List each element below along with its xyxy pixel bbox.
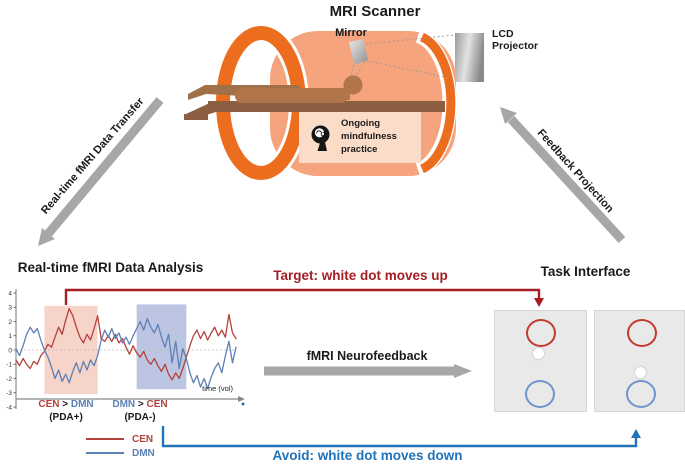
mirror-icon <box>349 39 368 65</box>
cond1-a: CEN <box>38 399 60 410</box>
condition-pda-minus: DMN > CEN (PDA-) <box>98 399 182 424</box>
lcd-projector-icon <box>455 33 484 82</box>
mri-scanner-title: MRI Scanner <box>329 3 421 20</box>
avoid-circle <box>525 380 555 408</box>
svg-text:-1: -1 <box>6 362 12 369</box>
legend-label-cen: CEN <box>132 433 154 445</box>
cond2-sub: (PDA-) <box>124 411 156 423</box>
legend-label-dmn: DMN <box>132 447 155 459</box>
scanner-rim <box>419 32 456 174</box>
cond2-a: DMN <box>112 399 136 410</box>
cond1-b: DMN <box>70 399 94 410</box>
cen-line-swatch <box>86 438 124 440</box>
neurofeedback-arrow <box>264 364 472 378</box>
avoid-circle <box>626 380 656 408</box>
mindfulness-practice-label: Ongoing mindfulness practice <box>341 118 397 155</box>
patient-figure <box>188 75 363 103</box>
svg-text:2: 2 <box>8 319 12 326</box>
svg-text:4: 4 <box>8 290 12 297</box>
target-circle <box>627 319 657 347</box>
cond1-op: > <box>62 399 69 410</box>
scanner-bed <box>184 101 445 120</box>
legend-item-dmn: DMN <box>86 446 155 460</box>
chart-xlabel: time (vol) <box>202 384 233 393</box>
fmri-timeseries-chart: -4 -3 -2 -1 0 1 2 3 4 time (vol) <box>6 289 245 411</box>
mindfulness-practice-box: Ongoing mindfulness practice <box>299 112 421 163</box>
task-panel-current <box>494 310 587 412</box>
svg-text:0: 0 <box>8 347 12 354</box>
feedback-dot <box>635 367 646 378</box>
svg-text:3: 3 <box>8 305 12 312</box>
neurofeedback-label: fMRI Neurofeedback <box>306 349 428 363</box>
projection-dotted-lines <box>349 34 456 80</box>
chart-legend: CEN DMN <box>86 432 155 460</box>
feedback-projection-arrow <box>500 107 626 244</box>
dmn-line-swatch <box>86 452 124 454</box>
condition-pda-plus: CEN > DMN (PDA+) <box>24 399 108 424</box>
cond1-sub: (PDA+) <box>49 411 83 423</box>
cond2-op: > <box>137 399 144 410</box>
target-circle <box>526 319 556 347</box>
target-label: Target: white dot moves up <box>273 268 448 283</box>
legend-item-cen: CEN <box>86 432 155 446</box>
avoid-label: Avoid: white dot moves down <box>272 448 463 463</box>
svg-text:1: 1 <box>8 333 12 340</box>
mirror-label: Mirror <box>335 27 367 39</box>
cond2-b: CEN <box>146 399 168 410</box>
task-panel-down <box>594 310 685 412</box>
task-interface-title: Task Interface <box>540 264 631 279</box>
svg-text:-4: -4 <box>6 404 12 411</box>
svg-text:-3: -3 <box>6 390 12 397</box>
mind-head-icon <box>311 125 330 151</box>
analysis-title: Real-time fMRI Data Analysis <box>17 260 204 275</box>
data-transfer-arrow <box>38 97 164 246</box>
svg-text:-2: -2 <box>6 376 12 383</box>
feedback-dot <box>533 348 544 359</box>
lcd-projector-label: LCD Projector <box>492 28 539 53</box>
